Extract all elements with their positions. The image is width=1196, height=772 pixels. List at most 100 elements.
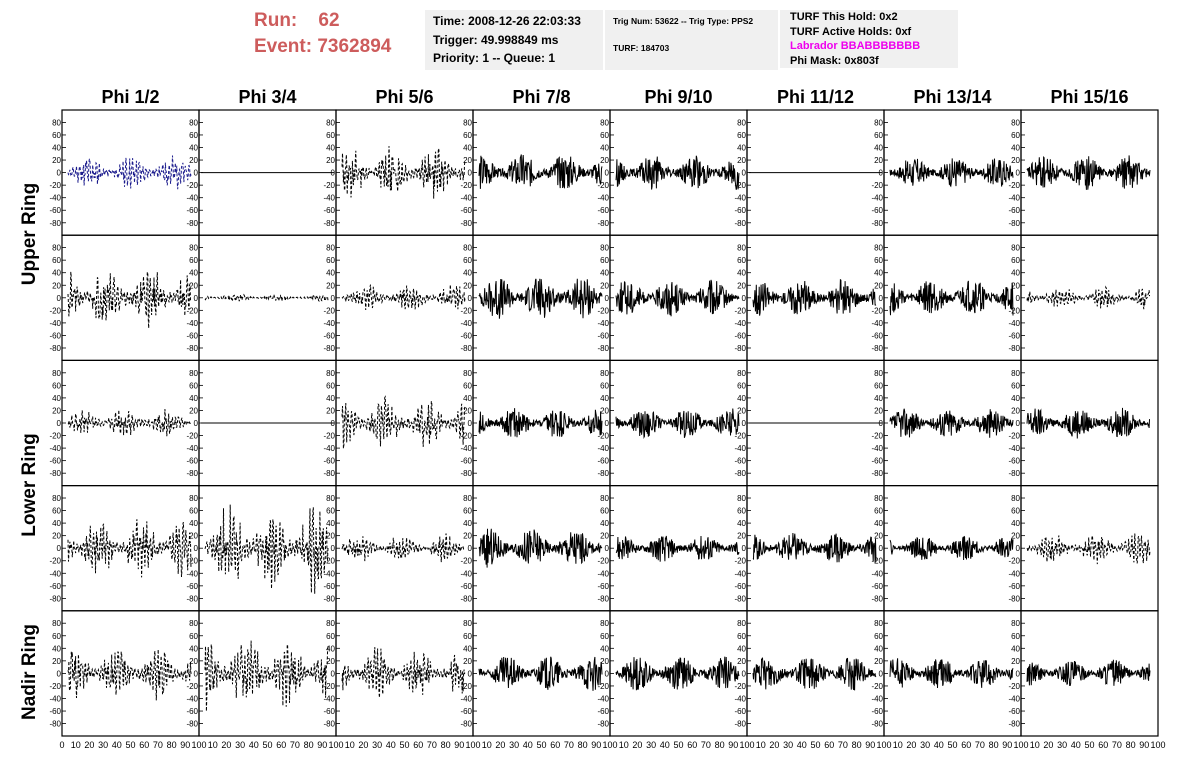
x-tick-label: 40 <box>523 740 533 750</box>
run-label: Run: <box>254 10 298 31</box>
y-tick-label: 40 <box>600 144 609 153</box>
y-tick-label: 60 <box>600 256 609 265</box>
y-tick-label: -60 <box>871 206 883 215</box>
y-tick-label: 80 <box>737 244 746 253</box>
waveform-panel: 80 60 40 20 0 -20 -40 -60 -80 <box>460 109 611 236</box>
y-tick-label: 60 <box>874 507 883 516</box>
y-tick-label: -80 <box>186 219 198 228</box>
y-tick-label: -80 <box>460 344 472 353</box>
y-tick-label: -60 <box>734 582 746 591</box>
y-tick-label: -80 <box>460 469 472 478</box>
x-tick-label: 10 <box>893 740 903 750</box>
waveform-panel: 80 60 40 20 0 -20 -40 -60 -80 <box>460 610 611 737</box>
x-tick-label: 90 <box>865 740 875 750</box>
y-tick-label: 60 <box>463 632 472 641</box>
y-tick-label: 60 <box>326 381 335 390</box>
column-header: Phi 1/2 <box>101 87 160 107</box>
y-tick-label: 0 <box>1016 419 1021 428</box>
x-tick-label: 20 <box>769 740 779 750</box>
y-tick-label: -60 <box>597 457 609 466</box>
y-tick-label: 0 <box>742 169 747 178</box>
y-tick-label: -20 <box>871 682 883 691</box>
y-tick-label: 80 <box>600 369 609 378</box>
y-tick-label: -40 <box>597 444 609 453</box>
waveform-trace <box>615 535 740 562</box>
waveform-trace <box>478 278 603 319</box>
y-tick-label: -80 <box>597 469 609 478</box>
x-tick-label: 10 <box>619 740 629 750</box>
y-tick-label: 20 <box>326 156 335 165</box>
y-tick-label: -20 <box>871 432 883 441</box>
y-tick-label: -20 <box>1008 432 1020 441</box>
y-tick-label: -40 <box>1008 319 1020 328</box>
waveform-panel: 80 60 40 20 0 -20 -40 -60 -80 <box>460 485 611 612</box>
waveform-trace <box>752 278 877 316</box>
y-tick-label: 0 <box>57 544 62 553</box>
y-tick-label: 0 <box>468 169 473 178</box>
y-tick-label: 40 <box>52 269 61 278</box>
y-tick-label: 20 <box>52 281 61 290</box>
y-tick-label: 40 <box>737 269 746 278</box>
y-tick-label: -60 <box>49 206 61 215</box>
y-tick-label: 20 <box>1011 281 1020 290</box>
y-tick-label: -40 <box>734 194 746 203</box>
y-tick-label: -20 <box>49 682 61 691</box>
y-tick-label: -60 <box>1008 206 1020 215</box>
waveform-panel: 80 60 40 20 0 -20 -40 -60 -80 <box>1008 610 1159 737</box>
y-tick-label: 40 <box>52 394 61 403</box>
trigger-info-box: Time: 2008-12-26 22:03:33 Trigger: 49.99… <box>425 10 603 70</box>
panel-frame <box>61 359 200 487</box>
y-tick-label: -80 <box>49 469 61 478</box>
y-tick-label: 0 <box>879 544 884 553</box>
y-tick-label: -20 <box>323 557 335 566</box>
y-tick-label: 20 <box>189 532 198 541</box>
waveform-trace <box>204 504 329 594</box>
y-tick-label: 40 <box>326 644 335 653</box>
y-tick-label: 60 <box>52 632 61 641</box>
y-tick-label: -20 <box>597 306 609 315</box>
x-tick-label: 10 <box>208 740 218 750</box>
y-tick-label: 20 <box>52 406 61 415</box>
x-tick-label: 60 <box>139 740 149 750</box>
y-tick-label: -40 <box>1008 694 1020 703</box>
y-tick-label: -20 <box>597 181 609 190</box>
y-tick-label: -60 <box>186 331 198 340</box>
waveform-panel: 80 60 40 20 0 -20 -40 -60 -80 <box>597 359 748 487</box>
y-tick-label: -40 <box>871 194 883 203</box>
y-tick-label: -60 <box>1008 707 1020 716</box>
x-tick-label: 50 <box>536 740 546 750</box>
y-tick-label: -60 <box>871 457 883 466</box>
x-tick-label: 30 <box>372 740 382 750</box>
y-tick-label: -40 <box>597 569 609 578</box>
y-tick-label: 60 <box>737 632 746 641</box>
y-tick-label: -40 <box>871 569 883 578</box>
y-tick-label: 40 <box>189 144 198 153</box>
y-tick-label: -20 <box>1008 682 1020 691</box>
y-tick-label: -20 <box>460 306 472 315</box>
y-tick-label: 80 <box>1011 619 1020 628</box>
waveform-panel: 80 60 40 20 0 -20 -40 -60 -80 <box>323 109 474 236</box>
y-tick-label: 60 <box>463 507 472 516</box>
y-tick-label: -60 <box>1008 331 1020 340</box>
y-tick-label: 60 <box>463 256 472 265</box>
waveform-trace <box>67 271 192 329</box>
waveform-panel: 80 60 40 20 0 -20 -40 -60 -80 <box>871 485 1022 612</box>
y-tick-label: 80 <box>326 369 335 378</box>
waveform-trace <box>1026 285 1150 310</box>
y-tick-label: 20 <box>874 406 883 415</box>
y-tick-label: -80 <box>49 720 61 729</box>
y-tick-label: -80 <box>1008 469 1020 478</box>
y-tick-label: 40 <box>463 144 472 153</box>
y-tick-label: 60 <box>1011 381 1020 390</box>
y-tick-label: 20 <box>600 532 609 541</box>
y-tick-label: 80 <box>52 619 61 628</box>
y-tick-label: -40 <box>323 569 335 578</box>
event-row: Event: 7362894 <box>254 34 391 60</box>
y-tick-label: 80 <box>600 619 609 628</box>
x-tick-label: 90 <box>454 740 464 750</box>
y-tick-label: 80 <box>1011 244 1020 253</box>
waveform-trace <box>478 528 603 568</box>
waveform-panel: 80 60 40 20 0 -20 -40 -60 -80 <box>1008 485 1159 612</box>
x-tick-label: 60 <box>276 740 286 750</box>
x-tick-label: 80 <box>715 740 725 750</box>
